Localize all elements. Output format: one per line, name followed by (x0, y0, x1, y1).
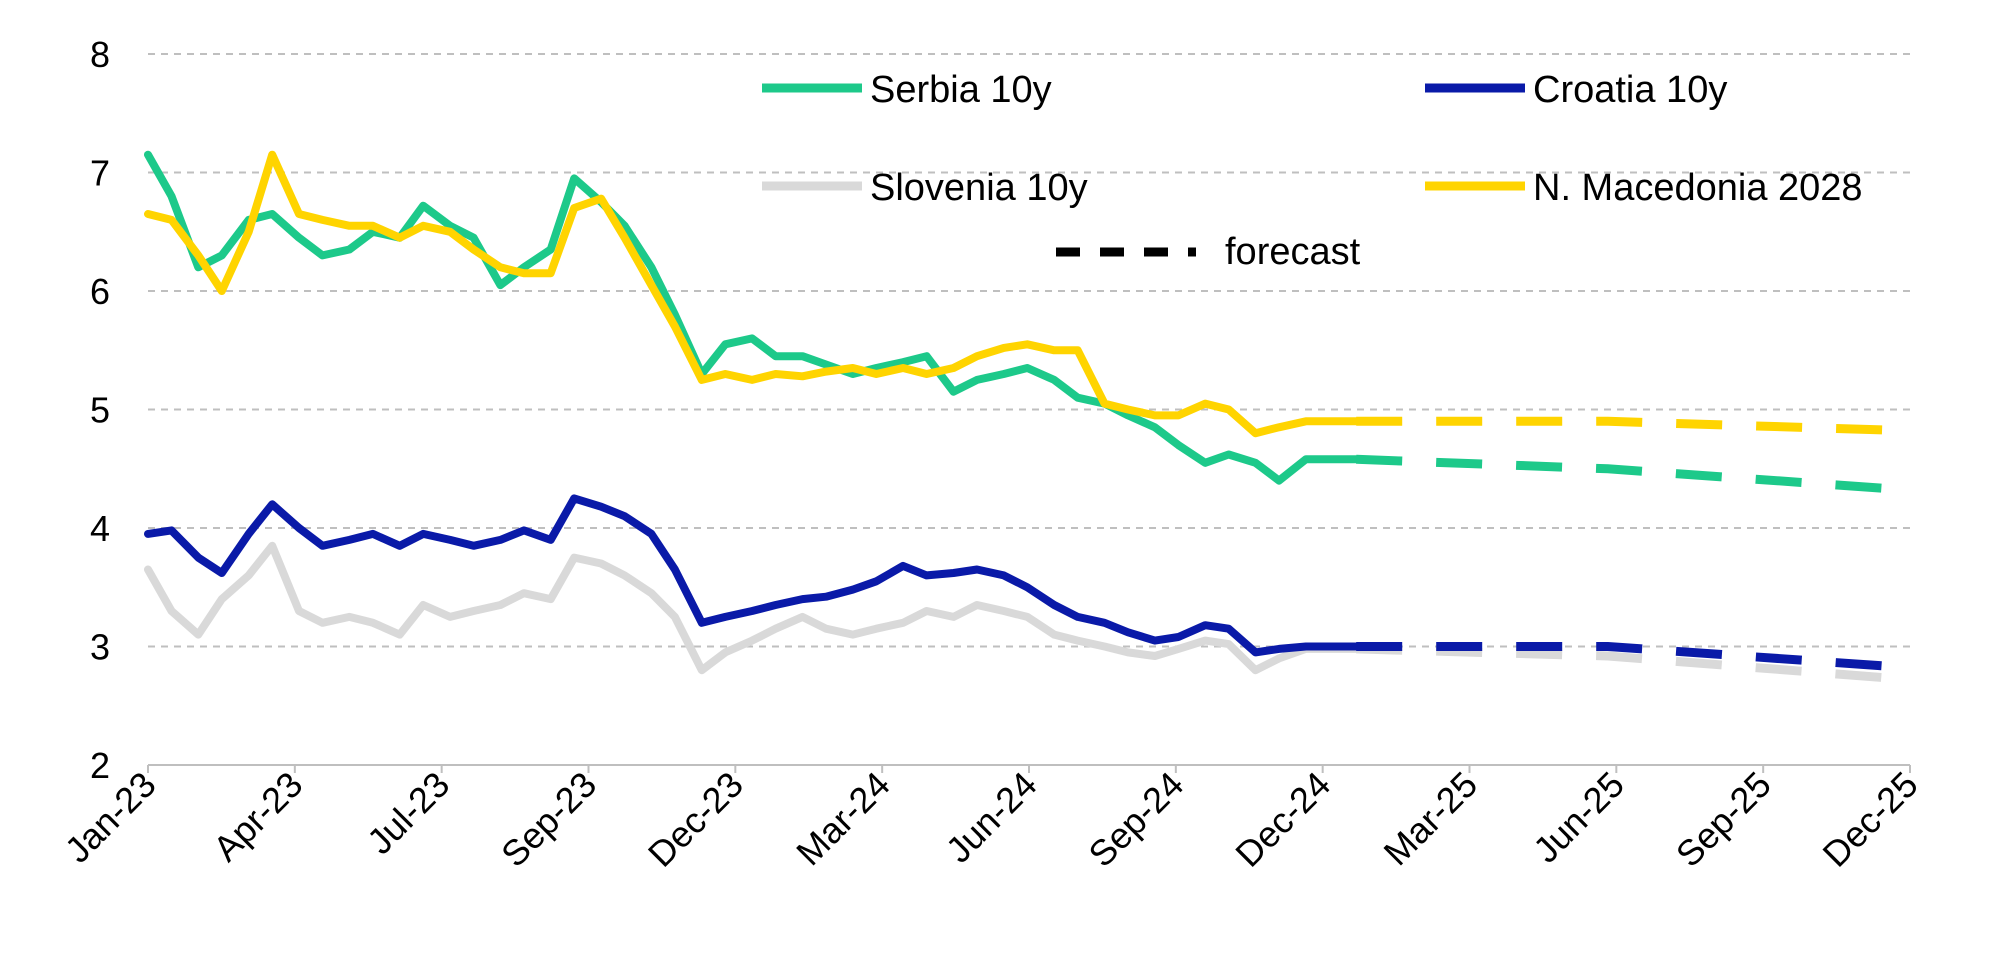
x-tick-label: Dec-24 (1227, 764, 1338, 875)
legend: Serbia 10y Croatia 10y Slovenia 10y N. M… (762, 69, 1863, 273)
series-line-serbia (144, 150, 1361, 485)
legend-item-slovenia: Slovenia 10y (762, 167, 1088, 209)
legend-label-serbia: Serbia 10y (870, 69, 1052, 111)
series-line-macedonia (144, 150, 1361, 438)
y-tick-label: 5 (90, 390, 110, 431)
series-lines (144, 150, 1911, 685)
x-tick-label: Jun-24 (938, 764, 1045, 871)
legend-item-macedonia: N. Macedonia 2028 (1425, 167, 1863, 209)
y-tick-label: 7 (90, 153, 110, 194)
x-tick-label: Dec-25 (1815, 764, 1926, 875)
legend-label-slovenia: Slovenia 10y (870, 167, 1088, 209)
legend-item-croatia: Croatia 10y (1425, 69, 1727, 111)
forecast-line-macedonia (1356, 416, 1911, 436)
forecast-line-slovenia (1356, 644, 1911, 685)
x-tick-label: Apr-23 (205, 764, 310, 869)
legend-item-forecast: forecast (1056, 231, 1361, 273)
legend-item-serbia: Serbia 10y (762, 69, 1052, 111)
x-tick-label: Jul-23 (359, 764, 457, 862)
y-tick-label: 3 (90, 627, 110, 668)
forecast-line-serbia (1356, 454, 1911, 495)
x-tick-label: Jan-23 (57, 764, 164, 871)
x-tick-label: Mar-24 (788, 764, 898, 874)
series-line-croatia (144, 494, 1361, 657)
forecast-line-croatia (1356, 642, 1911, 673)
y-tick-label: 6 (90, 271, 110, 312)
x-tick-label: Sep-24 (1080, 764, 1191, 875)
y-tick-label: 8 (90, 34, 110, 75)
x-axis-ticks: Jan-23 Apr-23 Jul-23 Sep-23 Dec-23 Mar-24 Jun-… (57, 764, 1926, 875)
legend-label-forecast: forecast (1225, 231, 1361, 273)
legend-label-croatia: Croatia 10y (1533, 69, 1727, 111)
x-tick-label: Sep-23 (493, 764, 604, 875)
y-axis-ticks: 2 3 4 5 6 7 8 (90, 34, 110, 786)
legend-label-macedonia: N. Macedonia 2028 (1533, 167, 1863, 209)
series-line-slovenia (144, 541, 1361, 675)
y-tick-label: 2 (90, 745, 110, 786)
x-tick-label: Jun-25 (1525, 764, 1632, 871)
x-tick-label: Sep-25 (1668, 764, 1779, 875)
gridlines (148, 53, 1910, 766)
x-tick-label: Dec-23 (640, 764, 751, 875)
y-tick-label: 4 (90, 508, 110, 549)
x-tick-label: Mar-25 (1376, 764, 1486, 874)
